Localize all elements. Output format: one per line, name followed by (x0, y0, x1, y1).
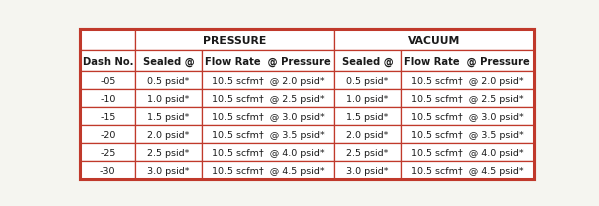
Bar (135, 144, 202, 162)
Bar (135, 50, 202, 72)
Bar (202, 144, 334, 162)
Text: 1.5 psid*: 1.5 psid* (346, 112, 389, 121)
Text: -10: -10 (100, 94, 116, 103)
Text: Flow Rate  @ Pressure: Flow Rate @ Pressure (205, 56, 331, 66)
Bar (202, 72, 334, 90)
Text: 10.5 scfm†  @ 2.0 psid*: 10.5 scfm† @ 2.0 psid* (411, 76, 524, 85)
Text: -25: -25 (100, 148, 116, 157)
Text: 10.5 scfm†  @ 3.5 psid*: 10.5 scfm† @ 3.5 psid* (411, 130, 524, 139)
Bar (80, 162, 135, 179)
Text: Sealed @: Sealed @ (143, 56, 194, 66)
Bar (334, 126, 401, 144)
Bar (202, 50, 334, 72)
Bar (202, 108, 334, 126)
Text: 3.0 psid*: 3.0 psid* (147, 166, 190, 175)
Text: 10.5 scfm†  @ 4.5 psid*: 10.5 scfm† @ 4.5 psid* (211, 166, 325, 175)
Bar (401, 144, 534, 162)
Bar (135, 90, 202, 108)
Text: 1.0 psid*: 1.0 psid* (346, 94, 389, 103)
Text: 2.0 psid*: 2.0 psid* (147, 130, 190, 139)
Text: 0.5 psid*: 0.5 psid* (147, 76, 190, 85)
Bar (334, 72, 401, 90)
Text: 10.5 scfm†  @ 2.5 psid*: 10.5 scfm† @ 2.5 psid* (411, 94, 524, 103)
Bar (135, 72, 202, 90)
Bar (135, 30, 334, 50)
Bar (334, 108, 401, 126)
Text: 0.5 psid*: 0.5 psid* (346, 76, 389, 85)
Bar (202, 126, 334, 144)
Bar (80, 144, 135, 162)
Text: Flow Rate  @ Pressure: Flow Rate @ Pressure (404, 56, 530, 66)
Text: 10.5 scfm†  @ 2.0 psid*: 10.5 scfm† @ 2.0 psid* (211, 76, 325, 85)
Bar (135, 126, 202, 144)
Bar (401, 108, 534, 126)
Bar (401, 90, 534, 108)
Text: -05: -05 (100, 76, 116, 85)
Bar (135, 108, 202, 126)
Bar (401, 72, 534, 90)
Bar (80, 90, 135, 108)
Text: 10.5 scfm†  @ 4.5 psid*: 10.5 scfm† @ 4.5 psid* (411, 166, 524, 175)
Bar (202, 90, 334, 108)
Text: 10.5 scfm†  @ 4.0 psid*: 10.5 scfm† @ 4.0 psid* (211, 148, 325, 157)
Text: 10.5 scfm†  @ 3.0 psid*: 10.5 scfm† @ 3.0 psid* (211, 112, 325, 121)
Bar (135, 162, 202, 179)
Text: 10.5 scfm†  @ 3.0 psid*: 10.5 scfm† @ 3.0 psid* (411, 112, 524, 121)
Text: Sealed @: Sealed @ (342, 56, 394, 66)
Bar (334, 162, 401, 179)
Bar (334, 144, 401, 162)
Bar (80, 72, 135, 90)
Bar (80, 30, 135, 50)
Text: 10.5 scfm†  @ 4.0 psid*: 10.5 scfm† @ 4.0 psid* (411, 148, 524, 157)
Text: -15: -15 (100, 112, 116, 121)
Text: 2.5 psid*: 2.5 psid* (346, 148, 389, 157)
Text: 1.5 psid*: 1.5 psid* (147, 112, 190, 121)
Text: Dash No.: Dash No. (83, 56, 133, 66)
Text: 1.0 psid*: 1.0 psid* (147, 94, 190, 103)
Text: 2.5 psid*: 2.5 psid* (147, 148, 190, 157)
Text: 2.0 psid*: 2.0 psid* (346, 130, 389, 139)
Text: -30: -30 (100, 166, 116, 175)
Bar (334, 50, 401, 72)
Bar (401, 126, 534, 144)
Bar (334, 90, 401, 108)
Text: 10.5 scfm†  @ 2.5 psid*: 10.5 scfm† @ 2.5 psid* (211, 94, 325, 103)
Text: 3.0 psid*: 3.0 psid* (346, 166, 389, 175)
Bar (401, 162, 534, 179)
Bar (401, 50, 534, 72)
Bar (80, 108, 135, 126)
Bar (202, 162, 334, 179)
Text: VACUUM: VACUUM (408, 35, 460, 45)
Bar (334, 30, 534, 50)
Bar (80, 126, 135, 144)
Bar (80, 50, 135, 72)
Text: -20: -20 (100, 130, 116, 139)
Text: 10.5 scfm†  @ 3.5 psid*: 10.5 scfm† @ 3.5 psid* (211, 130, 325, 139)
Text: PRESSURE: PRESSURE (203, 35, 267, 45)
